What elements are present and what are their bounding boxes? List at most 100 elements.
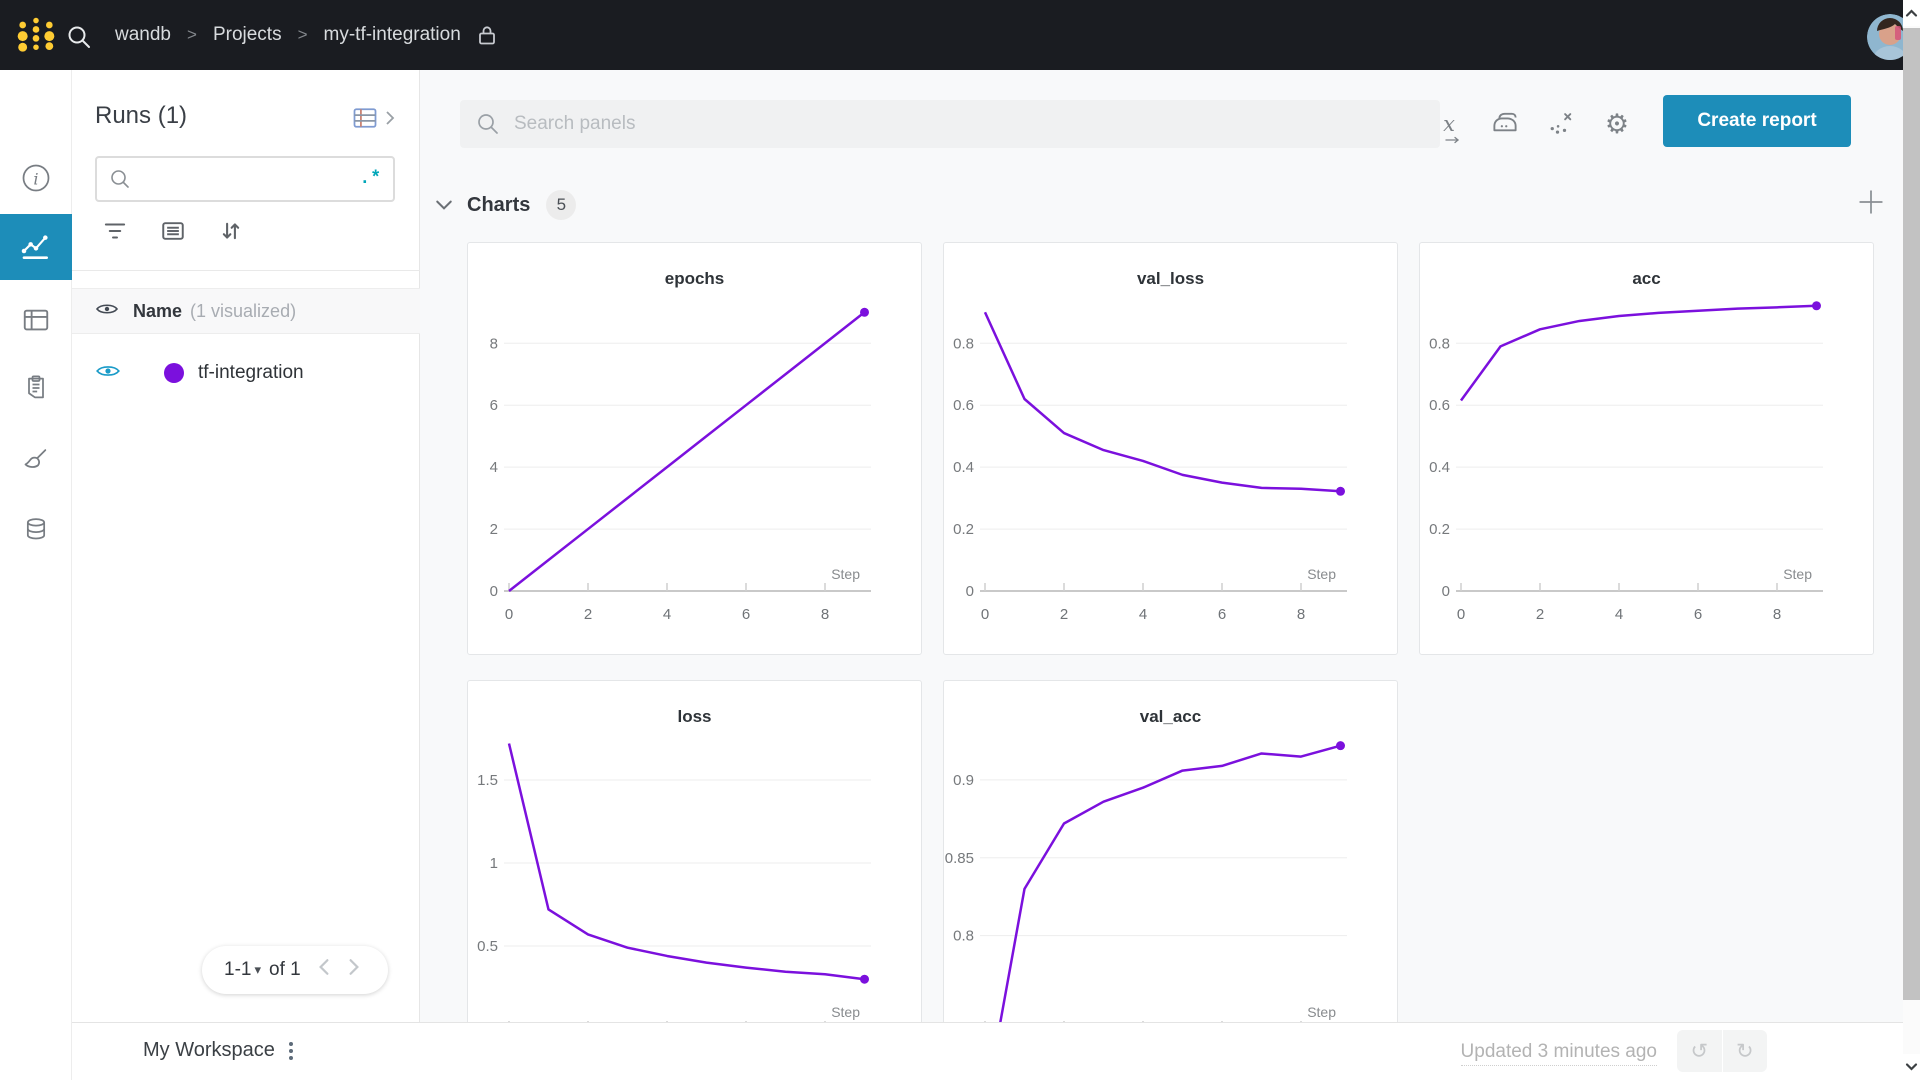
svg-text:4: 4 (490, 459, 498, 476)
workspace-selector[interactable]: My Workspace (143, 1039, 275, 1061)
svg-text:2: 2 (1536, 606, 1544, 623)
svg-text:6: 6 (742, 606, 750, 623)
svg-text:0.8: 0.8 (953, 928, 974, 945)
chart-title: val_loss (1136, 269, 1205, 288)
runs-tools (102, 218, 244, 249)
prev-page-chevron-icon[interactable] (317, 958, 331, 982)
redo-icon[interactable]: ↻ (1722, 1030, 1767, 1072)
breadcrumb-separator: > (297, 25, 308, 44)
svg-text:Step: Step (1307, 566, 1336, 582)
divider (72, 270, 420, 271)
runs-pagination: 1-1 ▾ of 1 (202, 946, 388, 994)
filter-icon[interactable] (102, 218, 128, 249)
charts-section-label[interactable]: Charts (467, 193, 531, 216)
chart-plot: 0 2 4 6 8 0 2 4 6 8 Step (490, 307, 871, 623)
breadcrumb-entity[interactable]: wandb (115, 24, 171, 45)
scroll-up-icon[interactable] (1903, 0, 1920, 26)
page-scrollbar[interactable] (1903, 0, 1920, 1080)
svg-text:0.6: 0.6 (953, 397, 974, 414)
expand-runs-table-button[interactable] (351, 104, 396, 132)
visibility-all-eye-icon[interactable] (95, 300, 119, 323)
kebab-menu-icon[interactable] (287, 1040, 295, 1062)
undo-icon[interactable]: ↺ (1677, 1030, 1722, 1072)
svg-text:6: 6 (490, 397, 498, 414)
svg-text:6: 6 (1694, 606, 1702, 623)
regex-toggle[interactable]: .* (359, 169, 381, 189)
x-axis-settings-icon[interactable]: x (1432, 104, 1466, 144)
chart-title: acc (1632, 269, 1661, 288)
add-panel-plus-icon[interactable] (1857, 188, 1885, 216)
logs-nav-clipboard-icon[interactable] (0, 362, 72, 414)
scroll-down-icon[interactable] (1903, 1054, 1920, 1080)
svg-text:1: 1 (490, 855, 498, 872)
updated-timestamp[interactable]: Updated 3 minutes ago (1460, 1041, 1657, 1066)
sort-icon[interactable] (218, 218, 244, 249)
run-visibility-eye-icon[interactable] (95, 361, 121, 386)
svg-text:2: 2 (490, 521, 498, 538)
charts-grid: epochs 0 2 4 6 8 0 2 4 6 8 Step val_loss 0 0.2 0.4 0.6 0.… (467, 242, 1876, 1080)
svg-text:i: i (33, 169, 38, 188)
search-icon[interactable] (66, 24, 92, 50)
footer-bar: My Workspace Updated 3 minutes ago ↺ ↻ (72, 1022, 1903, 1080)
panel-search-input[interactable] (512, 112, 1424, 136)
svg-text:0: 0 (1457, 606, 1465, 623)
overview-nav-info-icon[interactable]: i (0, 152, 72, 204)
runs-sidebar: Runs (1) .* (72, 70, 420, 1022)
smoothing-iron-icon[interactable] (1488, 104, 1522, 144)
wandb-logo-icon[interactable] (16, 15, 56, 55)
runs-title: Runs (1) (95, 102, 188, 129)
visualized-count: (1 visualized) (190, 300, 297, 321)
search-icon (478, 114, 498, 134)
caret-down-icon[interactable]: ▾ (254, 962, 261, 977)
run-row[interactable]: tf-integration (72, 350, 420, 396)
svg-text:8: 8 (821, 606, 829, 623)
run-color-dot[interactable] (164, 363, 184, 383)
runs-name-header-row: Name (1 visualized) (72, 288, 420, 334)
svg-text:4: 4 (663, 606, 671, 623)
svg-text:Step: Step (831, 566, 860, 582)
svg-text:0.2: 0.2 (1429, 521, 1450, 538)
pagination-total: of 1 (269, 959, 301, 980)
artifacts-nav-database-icon[interactable] (0, 504, 72, 556)
svg-text:0: 0 (981, 606, 989, 623)
group-list-icon[interactable] (160, 218, 186, 249)
nav-rail: i (0, 70, 72, 1080)
history-controls: ↺ ↻ (1677, 1030, 1767, 1072)
chart-panel-val_loss[interactable]: val_loss 0 0.2 0.4 0.6 0.8 0 2 4 6 8 Step (943, 242, 1398, 655)
runs-search-input[interactable] (141, 168, 360, 190)
outliers-scatter-icon[interactable] (1544, 104, 1578, 144)
breadcrumb-project-name[interactable]: my-tf-integration (323, 24, 461, 45)
svg-text:8: 8 (490, 335, 498, 352)
chart-panel-epochs[interactable]: epochs 0 2 4 6 8 0 2 4 6 8 Step (467, 242, 922, 655)
table-nav-icon[interactable] (0, 294, 72, 346)
create-report-button[interactable]: Create report (1663, 95, 1851, 147)
svg-text:0: 0 (1442, 583, 1450, 600)
svg-text:Step: Step (1783, 566, 1812, 582)
pagination-range[interactable]: 1-1 (224, 959, 252, 980)
sweeps-nav-broom-icon[interactable] (0, 434, 72, 486)
name-column-header[interactable]: Name (133, 300, 183, 321)
charts-section-header: Charts 5 (435, 190, 577, 220)
runs-search-box: .* (95, 156, 395, 202)
breadcrumb: wandb > Projects > my-tf-integration (115, 0, 497, 70)
chart-title: loss (677, 707, 712, 726)
chart-panel-acc[interactable]: acc 0 0.2 0.4 0.6 0.8 0 2 4 6 8 Step (1419, 242, 1874, 655)
svg-text:0.2: 0.2 (953, 521, 974, 538)
svg-text:Step: Step (1307, 1004, 1336, 1020)
panel-search-box (460, 100, 1440, 148)
svg-text:0.8: 0.8 (953, 335, 974, 352)
user-avatar[interactable] (1867, 14, 1913, 60)
run-name[interactable]: tf-integration (198, 362, 304, 383)
svg-text:4: 4 (1615, 606, 1623, 623)
chevron-right-icon (386, 111, 395, 125)
charts-nav-line-chart-icon[interactable] (0, 214, 72, 280)
svg-text:0.9: 0.9 (953, 772, 974, 789)
next-page-chevron-icon[interactable] (347, 958, 361, 982)
chevron-down-icon[interactable] (435, 197, 453, 213)
chart-plot: 0 0.2 0.4 0.6 0.8 0 2 4 6 8 Step (953, 311, 1347, 623)
breadcrumb-projects[interactable]: Projects (212, 24, 282, 45)
scrollbar-thumb[interactable] (1903, 28, 1920, 1000)
settings-gear-icon[interactable]: ⚙ (1604, 108, 1630, 139)
